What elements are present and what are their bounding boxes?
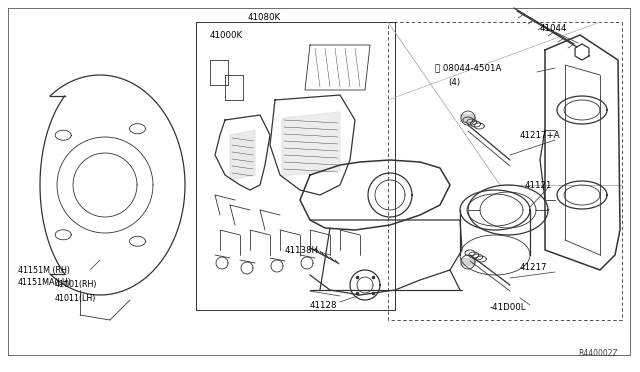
- Text: 41151MA(LH): 41151MA(LH): [18, 279, 72, 288]
- Text: 41138H: 41138H: [285, 246, 319, 254]
- Polygon shape: [282, 112, 340, 176]
- Text: Ⓑ 08044-4501A: Ⓑ 08044-4501A: [435, 64, 501, 73]
- Text: 41001(RH): 41001(RH): [55, 280, 97, 289]
- Text: 41121: 41121: [525, 180, 552, 189]
- Text: 41044: 41044: [540, 23, 568, 32]
- Text: 41080K: 41080K: [248, 13, 281, 22]
- Text: (4): (4): [448, 77, 460, 87]
- Text: 41217+A: 41217+A: [520, 131, 561, 140]
- Text: 41217: 41217: [520, 263, 547, 273]
- Text: 41011(LH): 41011(LH): [55, 294, 97, 302]
- Polygon shape: [230, 130, 255, 180]
- Text: R440002Z: R440002Z: [579, 349, 618, 358]
- Text: 41000K: 41000K: [210, 31, 243, 39]
- Text: 41128: 41128: [310, 301, 337, 310]
- Text: 41151M (RH): 41151M (RH): [18, 266, 70, 275]
- Text: -41D00L: -41D00L: [490, 304, 527, 312]
